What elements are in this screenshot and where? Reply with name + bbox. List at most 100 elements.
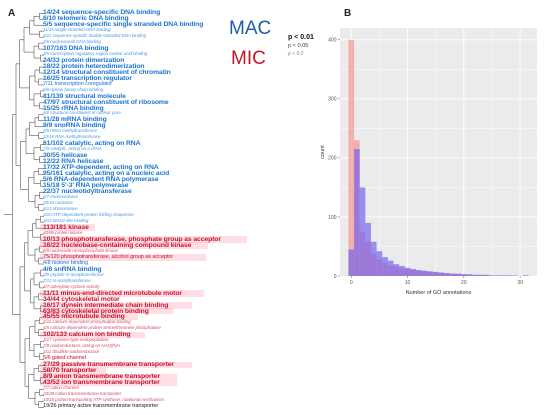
histogram-bar [410, 268, 416, 276]
go-term: 20/34 nuclease [43, 200, 73, 206]
go-term: 2/6 nucleosomal DNA binding [43, 38, 101, 44]
histogram-bar [421, 270, 428, 276]
go-term: 17/32 ATP-dependent, acting on RNA [43, 164, 159, 172]
histogram-bar [427, 271, 433, 276]
go-term: 6/13 ribonuclease [43, 206, 78, 211]
x-tick-label: 0 [350, 280, 353, 286]
x-tick-label: 30 [517, 280, 523, 286]
histogram-bar [354, 149, 360, 276]
go-term: 61/102 catalytic, acting on RNA [43, 140, 141, 148]
go-term: 7/11 transcription coregulator [43, 80, 113, 87]
go-term: 5/6 gated channel [43, 355, 86, 362]
term-highlight [40, 242, 208, 249]
y-tick-label: 300 [328, 97, 337, 103]
go-term: 6/10 telomeric DNA binding [43, 14, 129, 22]
histogram-bar [489, 275, 495, 276]
go-term: 30/55 helicase [43, 152, 88, 160]
go-term: 47/97 structural constituent of ribosome [43, 98, 169, 106]
panel-b-label: B [344, 8, 352, 19]
mic-label: MIC [231, 48, 266, 69]
go-term: 4/5 calcium-dependent protein serine/thr… [43, 325, 161, 331]
go-term: 15/18 5'-3' RNA polymerase [43, 182, 129, 190]
go-term-list: 14/24 sequence-specific DNA binding 6/10 … [0, 0, 270, 418]
go-term: 8/9 anion transmembrane transporter [43, 373, 160, 381]
go-term: 15/25 rRNA binding [43, 104, 104, 112]
panel-a-label: A [8, 8, 16, 19]
histogram-bar [500, 275, 507, 276]
go-term: 75/120 phosphotransferase, alcohol group… [43, 253, 174, 260]
go-term: 18/22 protein heterodimerization [43, 62, 145, 70]
histogram-bar [477, 274, 484, 276]
histogram-bar [444, 273, 450, 276]
go-term: 3/5 transcription regulatory region nucl… [43, 50, 148, 56]
go-term: 5/5 sequence-specific single stranded DN… [43, 20, 204, 28]
go-term: 24/33 protein dimerization [43, 56, 125, 64]
go-term: 14/24 sequence-specific DNA binding [43, 9, 161, 16]
term-highlight [40, 373, 177, 381]
go-term: 10/13 phosphotransferase, phosphate grou… [43, 235, 221, 243]
go-term: 107/163 DNA binding [43, 44, 109, 52]
go-term: 5/6 dynein heavy chain binding [43, 86, 104, 92]
term-highlight [40, 236, 247, 243]
histogram-bar [387, 260, 394, 276]
term-highlight [40, 361, 193, 369]
go-term: 10/15 proton-transporting ATP synthase, … [43, 397, 164, 403]
term-highlight [40, 331, 146, 339]
go-term: 58/70 transporter [43, 367, 97, 375]
y-tick-label: 200 [328, 156, 337, 162]
go-term: 16/17 dynein intermediate chain binding [43, 301, 169, 309]
go-term: 7/12 N-acetyltransferase [43, 277, 91, 283]
go-term: 40/86 protein kinase [43, 229, 83, 235]
go-term: 12/14 structural constituent of chromati… [43, 68, 171, 76]
go-term: 95/161 catalytic, acting on a nucleic ac… [43, 170, 170, 178]
x-tick-label: 20 [461, 280, 467, 286]
histogram-bar [483, 274, 490, 276]
go-term: 11/28 mRNA binding [43, 116, 107, 124]
go-term: 4/11 sequence-specific double-stranded D… [43, 32, 147, 38]
p-legend-005: p < 0.05 [288, 43, 309, 49]
histogram-bar [382, 257, 388, 276]
histogram-bar [415, 270, 422, 276]
mac-label: MAC [229, 18, 272, 39]
go-term: 4/6 structural constituent of nuclear po… [43, 110, 121, 116]
histogram-bar [506, 275, 512, 276]
term-highlight [40, 224, 95, 231]
term-highlight [40, 302, 193, 309]
go-term: 4/7 adenylate cyclase activity [43, 283, 100, 289]
dendrogram [4, 12, 44, 408]
term-highlight [40, 254, 207, 261]
go-term: 8/9 nucleoside monophosphate kinase [43, 247, 118, 253]
go-term: 11/15 single-stranded DNA binding [43, 26, 111, 32]
histogram-bar [348, 39, 355, 276]
go-term: 4/6 snRNA binding [43, 265, 102, 273]
histogram-bar [359, 187, 366, 276]
term-highlight [40, 379, 177, 387]
go-term: 4/17 cysteine-type endopeptidase [43, 337, 109, 343]
histogram-bar [455, 273, 462, 276]
term-highlight [40, 313, 138, 321]
go-term: 3/8 peptide N-acetyltransferase [43, 271, 104, 277]
term-highlight [40, 308, 173, 315]
go-term: 3/20 ATP-dependent protein folding chape… [43, 211, 134, 217]
go-term: 9/9 snoRNA binding [43, 122, 106, 130]
histogram-bar [365, 222, 371, 276]
go-term: 3/11 disulfide oxidoreductase [43, 349, 100, 355]
go-term: 19/26 primary active transmembrane trans… [43, 403, 159, 410]
histogram-bar [432, 271, 439, 276]
go-term: 5/6 RNA-dependent RNA polymerase [43, 176, 159, 184]
histogram-bar [370, 241, 377, 276]
go-term: 7/7 cation channel [43, 385, 79, 391]
histogram: 0 100 200 300 400 0 10 20 30 Number of GO annotat… [320, 28, 537, 296]
go-term: 27/29 passive transmembrane transporter [43, 361, 174, 369]
x-tick-label: 10 [405, 280, 411, 286]
go-term: 11/11 minus-end-directed microtubule mot… [43, 289, 182, 297]
go-term: 16/22 nucleobase-containing compound kin… [43, 241, 192, 249]
x-axis-label: Number of GO annotations [406, 290, 472, 296]
y-tick-label: 400 [328, 38, 337, 44]
go-term: 63/83 cytoskeletal protein binding [43, 307, 149, 315]
go-term: 4/8 histone binding [43, 259, 89, 266]
histogram-bar [399, 265, 405, 276]
go-term: 10/16 RNA methyltransferase [43, 134, 101, 140]
go-term: 45/55 microtubule binding [43, 313, 125, 321]
